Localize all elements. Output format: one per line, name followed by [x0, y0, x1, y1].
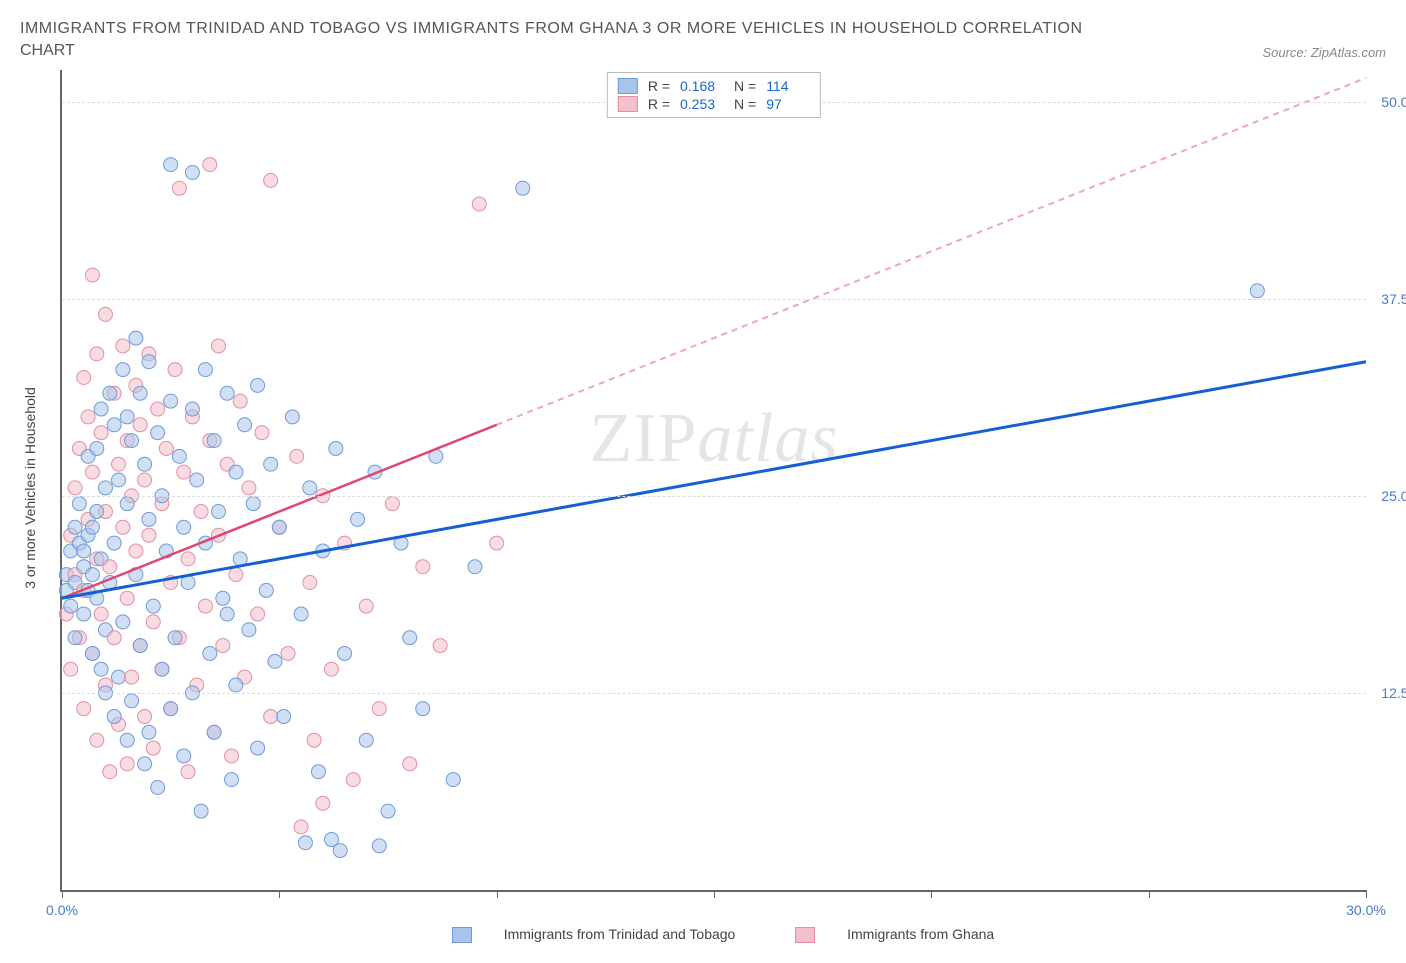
legend-stats-row-b: R = 0.253 N = 97: [618, 95, 810, 113]
y-tick-label: 50.0%: [1381, 94, 1406, 110]
legend-label-b: Immigrants from Ghana: [847, 926, 994, 942]
y-tick-label: 25.0%: [1381, 488, 1406, 504]
n-label-a: N =: [734, 78, 756, 94]
x-tick-label: 30.0%: [1346, 902, 1386, 918]
r-label-a: R =: [648, 78, 670, 94]
n-value-b: 97: [766, 96, 810, 112]
legend-label-a: Immigrants from Trinidad and Tobago: [504, 926, 736, 942]
n-label-b: N =: [734, 96, 756, 112]
n-value-a: 114: [766, 78, 810, 94]
swatch-a-icon: [618, 78, 638, 94]
y-tick-label: 37.5%: [1381, 291, 1406, 307]
swatch-b-icon: [618, 96, 638, 112]
plot-svg: [62, 70, 1366, 890]
legend-stats: R = 0.168 N = 114 R = 0.253 N = 97: [607, 72, 821, 118]
chart-title-line2: CHART: [20, 42, 75, 60]
y-tick-label: 12.5%: [1381, 685, 1406, 701]
legend-item-b: Immigrants from Ghana: [781, 926, 1008, 942]
header-row: CHART Source: ZipAtlas.com: [20, 42, 1386, 60]
r-label-b: R =: [648, 96, 670, 112]
source-label: Source: ZipAtlas.com: [1262, 45, 1386, 60]
legend-stats-row-a: R = 0.168 N = 114: [618, 77, 810, 95]
chart-area: 3 or more Vehicles in Household ZIPatlas…: [60, 70, 1366, 892]
y-axis-label: 3 or more Vehicles in Household: [22, 387, 38, 589]
legend-series: Immigrants from Trinidad and Tobago Immi…: [60, 926, 1386, 943]
legend-item-a: Immigrants from Trinidad and Tobago: [438, 926, 753, 942]
x-tick-label: 0.0%: [46, 902, 78, 918]
chart-title-line1: IMMIGRANTS FROM TRINIDAD AND TOBAGO VS I…: [20, 20, 1386, 38]
r-value-b: 0.253: [680, 96, 724, 112]
r-value-a: 0.168: [680, 78, 724, 94]
